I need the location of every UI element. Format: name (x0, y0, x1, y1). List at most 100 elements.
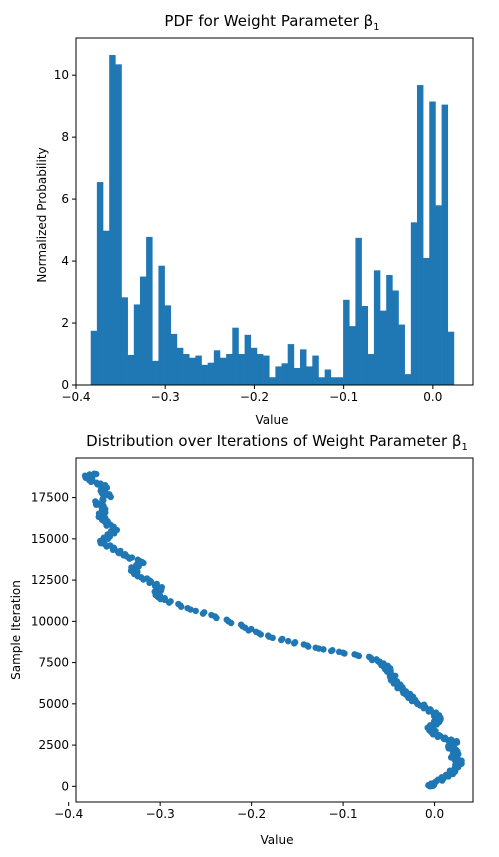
sample-point (201, 609, 208, 616)
histogram-bar (380, 310, 387, 385)
sample-point (92, 498, 99, 505)
sample-point (264, 632, 272, 639)
y-tick-label: 15000 (31, 532, 69, 546)
histogram-bar (146, 236, 153, 385)
histogram-bar (416, 85, 424, 385)
sample-point (237, 621, 245, 628)
histogram-bar (343, 299, 350, 385)
histogram-bar (256, 354, 264, 385)
histogram-bar (164, 305, 172, 385)
histogram-bar (318, 377, 325, 385)
sample-point (447, 736, 455, 743)
sample-point (128, 554, 136, 561)
sample-point (335, 648, 343, 656)
sample-point (192, 607, 199, 615)
sample-point (91, 470, 98, 477)
y-tick-label: 0 (61, 378, 69, 392)
y-tick-label: 6 (61, 192, 69, 206)
histogram-bar (158, 265, 165, 385)
sample-point (161, 595, 168, 602)
histogram-bar (330, 377, 338, 385)
y-axis-ticks: 0 2 4 6 8 10 (54, 68, 76, 392)
histogram-bar (263, 355, 270, 385)
sample-point (373, 656, 380, 663)
sample-point (351, 651, 358, 658)
x-axis-ticks: −0.4 −0.3 −0.2 −0.1 0.0 (54, 802, 444, 821)
histogram-bar (275, 366, 282, 385)
y-tick-label: 10 (54, 68, 69, 82)
sample-point (248, 625, 255, 633)
sample-point (252, 628, 260, 635)
histogram-bar (410, 222, 418, 385)
iteration-trace-chart: Distribution over Iterations of Weight P… (9, 432, 474, 847)
sample-point (223, 616, 230, 623)
sample-point (420, 701, 428, 708)
histogram-bar (244, 334, 252, 385)
histogram-bar (121, 297, 128, 385)
chart-title-subscript: 1 (461, 442, 467, 453)
histogram-bar (404, 374, 412, 385)
y-tick-label: 7500 (38, 656, 69, 670)
sample-point (143, 575, 151, 582)
histogram-bar (226, 354, 233, 385)
histogram-bar (189, 357, 196, 385)
histogram-bar (133, 304, 141, 385)
pdf-histogram-chart: PDF for Weight Parameter β1 −0.4 −0.3 −0.2… (35, 12, 474, 427)
histogram-bar (127, 354, 135, 385)
chart-title-text: Distribution over Iterations of Weight P… (86, 432, 461, 450)
histogram-bar (349, 326, 356, 385)
x-axis-label: Value (261, 833, 294, 847)
histogram-bar (355, 237, 362, 385)
histogram-bar (250, 347, 258, 385)
histogram-bar (392, 290, 399, 385)
sample-point (300, 641, 308, 648)
chart-title-text: PDF for Weight Parameter β (164, 12, 373, 30)
y-tick-label: 12500 (31, 573, 69, 587)
sample-point (158, 584, 166, 591)
plot-frame (75, 37, 474, 386)
histogram-bar (361, 305, 369, 385)
y-tick-label: 5000 (38, 697, 69, 711)
histogram-bar (281, 363, 289, 385)
y-axis-label: Sample Iteration (9, 580, 23, 680)
x-tick-label: −0.1 (329, 390, 358, 404)
sample-point (285, 637, 292, 645)
sample-points (81, 470, 465, 790)
plot-frame (75, 457, 474, 803)
histogram-bar (312, 355, 319, 385)
x-tick-label: 0.0 (425, 807, 444, 821)
x-tick-label: −0.4 (61, 390, 90, 404)
x-tick-label: −0.2 (240, 390, 269, 404)
histogram-bar (183, 354, 190, 385)
y-axis-ticks: 0 2500 5000 7500 10000 12500 15000 17500 (31, 491, 76, 793)
sample-point (291, 639, 299, 646)
sample-point (312, 644, 319, 651)
histogram-bar (109, 55, 116, 385)
sample-point (184, 604, 191, 612)
histogram-bar (300, 349, 307, 385)
histogram-bar (238, 354, 245, 385)
y-tick-label: 0 (61, 779, 69, 793)
sample-point (365, 653, 373, 661)
sample-point (391, 672, 399, 679)
x-tick-label: −0.4 (54, 807, 83, 821)
y-axis-label: Normalized Probability (35, 147, 49, 282)
histogram-bar (152, 360, 159, 385)
sample-point (86, 471, 93, 478)
histogram-bar (398, 324, 405, 385)
sample-point (100, 502, 107, 510)
sample-point (153, 580, 161, 588)
sample-point (279, 635, 286, 643)
y-tick-label: 8 (61, 130, 69, 144)
y-tick-label: 4 (61, 254, 69, 268)
x-tick-label: −0.3 (146, 807, 175, 821)
histogram-bar (269, 377, 276, 385)
sample-point (167, 598, 174, 605)
sample-point (106, 542, 114, 549)
x-tick-label: −0.1 (329, 807, 358, 821)
sample-point (329, 647, 336, 654)
y-tick-label: 17500 (31, 491, 69, 505)
histogram-bar (287, 344, 295, 385)
